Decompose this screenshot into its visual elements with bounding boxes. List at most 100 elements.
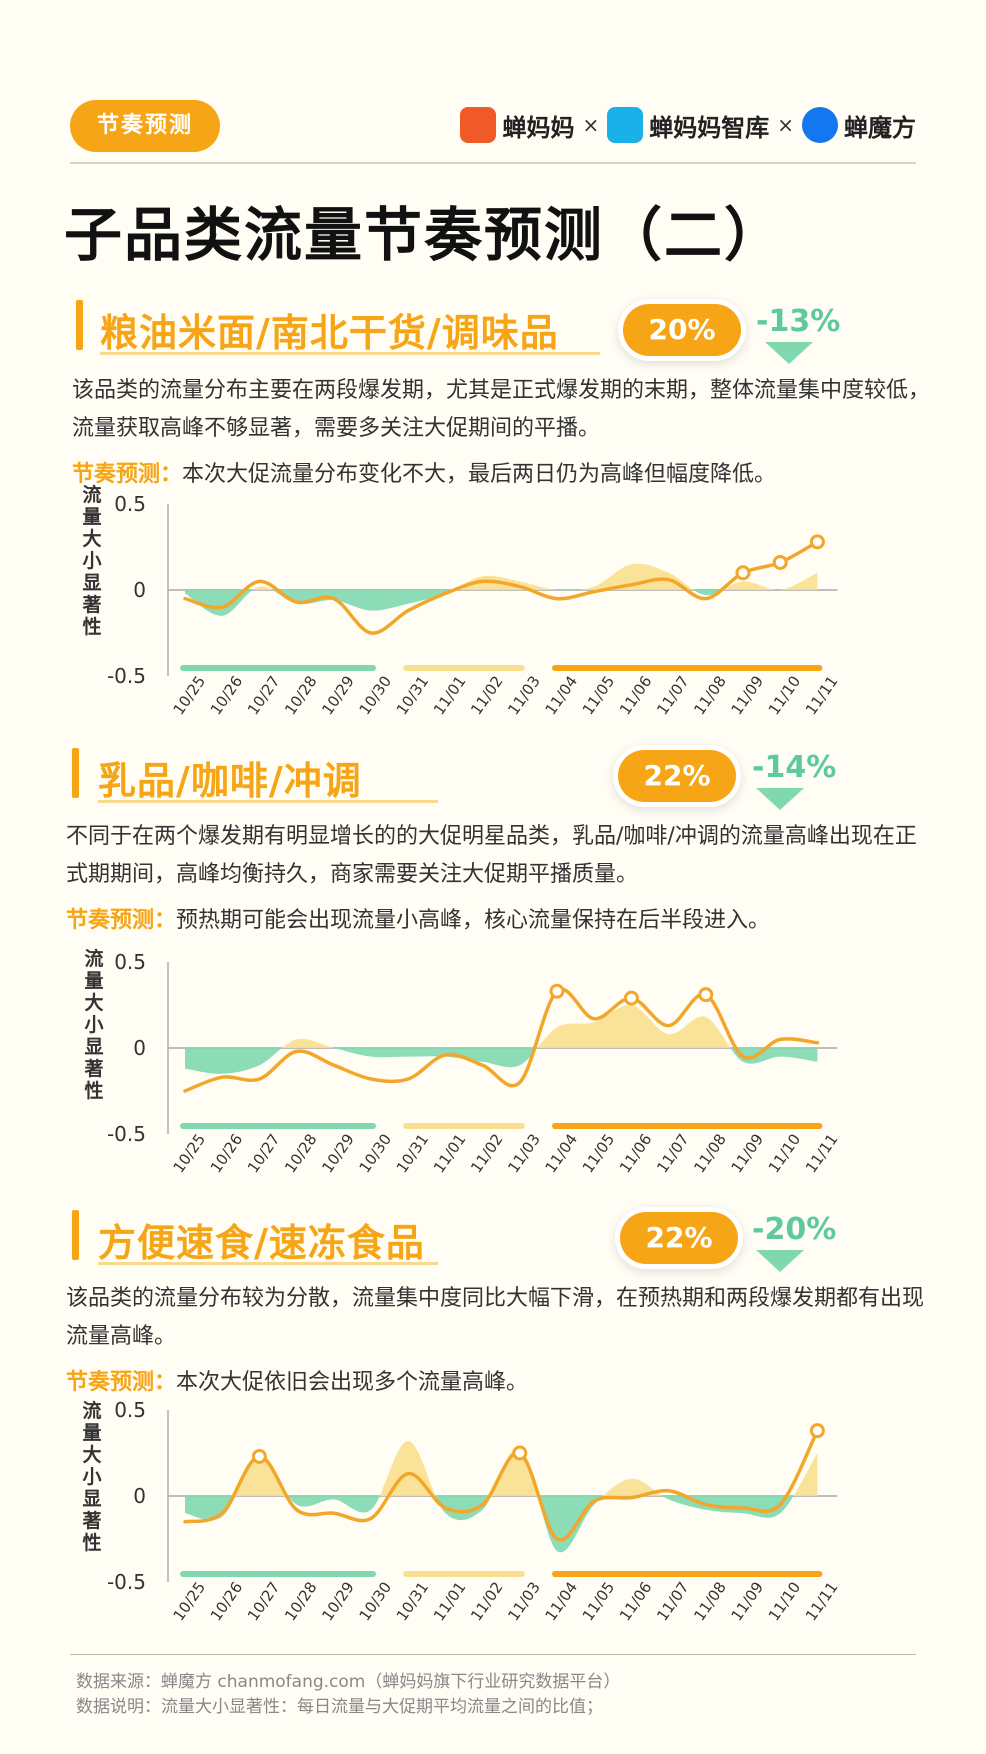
section-2-prediction-text: 预热期可能会出现流量小高峰，核心流量保持在后半段进入。 xyxy=(176,908,771,933)
footer-source: 数据来源：蝉魔方 chanmofang.com（蝉妈妈旗下行业研究数据平台） xyxy=(76,1672,621,1692)
x-tick-label: 10/26 xyxy=(207,1131,247,1177)
area-positive xyxy=(185,1004,818,1048)
area-negative xyxy=(185,590,818,616)
page-title: 子品类流量节奏预测（二） xyxy=(64,201,785,269)
x-tick-label: 11/08 xyxy=(690,1579,730,1625)
footer-divider xyxy=(70,1654,916,1655)
section-3-underline xyxy=(98,1262,438,1265)
section-3-accent-bar xyxy=(72,1210,79,1260)
x-tick-label: 10/27 xyxy=(244,1131,284,1177)
logo-separator-2: × xyxy=(777,113,794,137)
section-3-down-arrow-icon xyxy=(756,1250,804,1272)
x-tick-label: 10/29 xyxy=(318,1131,358,1177)
chart-1: 0.5 0 -0.5 10/2510/2610/2710/2810/2910/3010… xyxy=(107,492,842,719)
area-positive xyxy=(185,1440,818,1496)
x-tick-label: 10/26 xyxy=(207,1579,247,1625)
trend-line xyxy=(183,540,820,635)
x-tick-label: 11/07 xyxy=(653,1579,693,1625)
y-tick-label: 0.5 xyxy=(114,950,146,974)
x-tick-label: 11/03 xyxy=(504,1579,544,1625)
header-divider xyxy=(70,162,916,164)
section-1-description: 该品类的流量分布主要在两段爆发期，尤其是正式爆发期的末期，整体流量集中度较低，流… xyxy=(72,378,931,441)
x-tick-label: 11/09 xyxy=(728,1131,768,1177)
x-tick-label: 10/27 xyxy=(244,1579,284,1625)
chart-1-y-axis-label: 流量大小显著性 xyxy=(82,484,102,638)
x-tick-label: 11/06 xyxy=(616,1131,656,1177)
footer-note: 数据说明：流量大小显著性：每日流量与大促期平均流量之间的比值； xyxy=(76,1697,603,1717)
x-tick-label: 10/30 xyxy=(356,1579,396,1625)
x-tick-label: 10/29 xyxy=(318,673,358,719)
x-tick-label: 11/10 xyxy=(765,1131,805,1177)
x-tick-label: 11/05 xyxy=(579,1579,619,1625)
section-2-underline xyxy=(98,800,438,803)
x-tick-label: 11/06 xyxy=(616,1579,656,1625)
x-tick-label: 10/31 xyxy=(393,673,433,719)
x-tick-label: 10/29 xyxy=(318,1579,358,1625)
x-tick-label: 10/25 xyxy=(170,1579,210,1625)
peak-marker xyxy=(698,987,714,1003)
peak-marker xyxy=(623,990,639,1006)
x-tick-label: 11/08 xyxy=(690,673,730,719)
section-3-title: 方便速食/速冻食品 xyxy=(98,1221,425,1265)
x-tick-label: 10/28 xyxy=(281,673,321,719)
peak-marker xyxy=(735,565,751,581)
y-tick-label: 0.5 xyxy=(114,1398,146,1422)
chanmofang-logo-icon xyxy=(802,107,838,143)
x-tick-label: 10/31 xyxy=(393,1131,433,1177)
section-2-down-arrow-icon xyxy=(756,788,804,810)
x-tick-label: 11/03 xyxy=(504,1131,544,1177)
x-tick-label: 11/06 xyxy=(616,673,656,719)
x-tick-label: 10/31 xyxy=(393,1579,433,1625)
x-tick-label: 10/27 xyxy=(244,673,284,719)
logo-chanmama-zhiku: 蝉妈妈智库 xyxy=(607,107,769,143)
section-2-delta: -14% xyxy=(752,750,837,785)
x-tick-label: 11/11 xyxy=(802,1579,842,1625)
section-1-prediction: 节奏预测：本次大促流量分布变化不大，最后两日仍为高峰但幅度降低。 xyxy=(72,456,776,488)
x-tick-label: 11/01 xyxy=(430,1131,470,1177)
y-tick-label: -0.5 xyxy=(107,664,146,688)
x-tick-label: 10/26 xyxy=(207,673,247,719)
y-tick-label: 0 xyxy=(133,1036,146,1060)
chanmama-logo-icon xyxy=(460,107,497,143)
section-1-underline xyxy=(100,352,600,355)
x-tick-label: 11/01 xyxy=(430,673,470,719)
x-tick-label: 11/03 xyxy=(504,673,544,719)
section-3-prediction-label: 节奏预测： xyxy=(66,1370,177,1395)
x-tick-label: 11/05 xyxy=(579,1131,619,1177)
logo-chanmofang-text: 蝉魔方 xyxy=(844,113,916,142)
x-tick-label: 10/30 xyxy=(356,673,396,719)
logo-zhiku-text: 蝉妈妈智库 xyxy=(649,113,770,142)
x-tick-label: 11/02 xyxy=(467,673,507,719)
x-tick-label: 11/09 xyxy=(728,1579,768,1625)
chart-2-y-axis-label: 流量大小显著性 xyxy=(84,948,104,1102)
x-tick-label: 11/10 xyxy=(765,673,805,719)
x-tick-label: 11/04 xyxy=(542,1579,582,1625)
section-1-down-arrow-icon xyxy=(765,342,813,364)
chart-3-y-axis-label: 流量大小显著性 xyxy=(82,1400,102,1554)
x-tick-label: 11/11 xyxy=(802,673,842,719)
section-3-share-badge: 22% xyxy=(620,1212,738,1264)
logo-chanmama-text: 蝉妈妈 xyxy=(502,113,575,142)
section-2-accent-bar xyxy=(72,748,79,798)
peak-marker xyxy=(772,554,788,570)
x-tick-label: 11/05 xyxy=(579,673,619,719)
y-tick-label: 0 xyxy=(133,578,146,602)
logo-separator-1: × xyxy=(582,113,600,137)
logo-chanmama: 蝉妈妈 xyxy=(460,107,574,143)
x-tick-label: 11/07 xyxy=(653,673,693,719)
section-2-prediction: 节奏预测：预热期可能会出现流量小高峰，核心流量保持在后半段进入。 xyxy=(66,902,770,934)
zhiku-logo-icon xyxy=(607,107,644,143)
x-tick-label: 10/28 xyxy=(281,1579,321,1625)
x-tick-label: 11/01 xyxy=(430,1579,470,1625)
section-3-prediction-text: 本次大促依旧会出现多个流量高峰。 xyxy=(176,1370,529,1395)
x-tick-label: 11/09 xyxy=(728,673,768,719)
section-1-prediction-label: 节奏预测： xyxy=(72,462,183,487)
section-1-share-badge: 20% xyxy=(623,304,741,356)
section-3-description: 该品类的流量分布较为分散，流量集中度同比大幅下滑，在预热期和两段爆发期都有出现流… xyxy=(66,1286,925,1349)
peak-marker xyxy=(251,1448,267,1464)
x-tick-label: 10/30 xyxy=(356,1131,396,1177)
x-tick-label: 10/25 xyxy=(170,673,210,719)
x-tick-label: 11/02 xyxy=(467,1131,507,1177)
peak-marker xyxy=(809,1423,825,1439)
x-tick-label: 11/08 xyxy=(690,1131,730,1177)
